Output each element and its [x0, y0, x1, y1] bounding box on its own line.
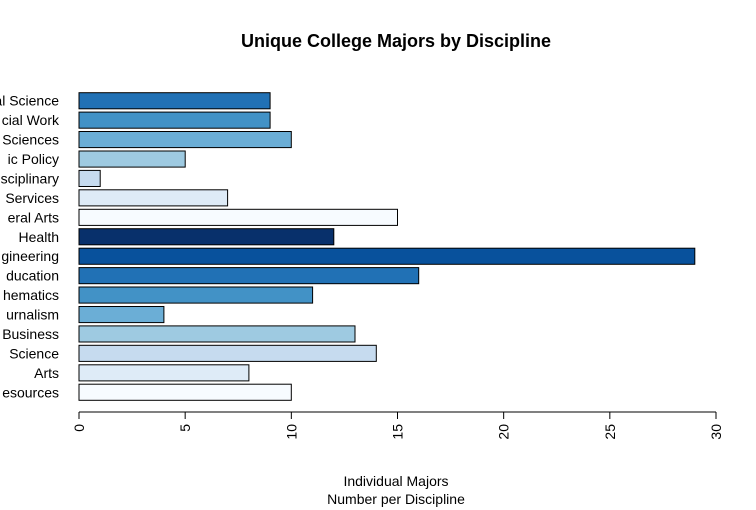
bar-6	[78, 208, 398, 226]
x-tick-label-4: 20	[496, 424, 512, 440]
category-label-6: eral Arts	[8, 209, 59, 225]
x-tick-label-5: 25	[602, 424, 618, 440]
category-label-2: Sciences	[2, 132, 59, 148]
category-label-3: ic Policy	[8, 151, 59, 167]
bar-8	[78, 247, 696, 265]
bar-7	[78, 228, 335, 246]
bar-2	[78, 131, 292, 149]
bar-13	[78, 344, 377, 362]
category-label-0: Social Science	[0, 93, 59, 109]
category-label-4: sciplinary	[1, 171, 59, 187]
x-tick-label-6: 30	[708, 424, 724, 440]
x-tick-label-2: 10	[283, 424, 299, 440]
x-tick-label-1: 5	[177, 424, 193, 432]
chart-title: Unique College Majors by Discipline	[241, 31, 551, 51]
bar-12	[78, 325, 356, 343]
x-axis-label-line-2: Number per Discipline	[327, 491, 465, 507]
bars-group	[78, 92, 696, 401]
category-label-11: urnalism	[6, 307, 59, 323]
category-label-1: cial Work	[2, 112, 60, 128]
category-label-9: ducation	[6, 268, 59, 284]
bar-4	[78, 169, 101, 187]
category-label-8: gineering	[1, 248, 59, 264]
bar-14	[78, 364, 250, 382]
bar-11	[78, 306, 165, 324]
category-labels: Social Science cial Work Sciences ic Policy…	[0, 93, 60, 401]
x-axis-label-line-1: Individual Majors	[343, 473, 448, 489]
category-label-13: Science	[9, 345, 59, 361]
category-label-14: Arts	[34, 365, 59, 381]
bar-15	[78, 383, 292, 401]
bar-10	[78, 286, 314, 304]
bar-3	[78, 150, 186, 168]
category-label-5: Services	[5, 190, 59, 206]
category-label-10: hematics	[3, 287, 59, 303]
x-tick-label-3: 15	[390, 424, 406, 440]
bar-0	[78, 92, 271, 110]
x-tick-label-0: 0	[71, 424, 87, 432]
x-axis: 0 5 10 15 20 25 30	[71, 411, 724, 440]
category-label-7: Health	[19, 229, 59, 245]
bar-1	[78, 111, 271, 129]
category-label-15: esources	[2, 384, 59, 400]
bar-5	[78, 189, 229, 207]
bar-9	[78, 267, 420, 285]
category-label-12: Business	[2, 326, 59, 342]
